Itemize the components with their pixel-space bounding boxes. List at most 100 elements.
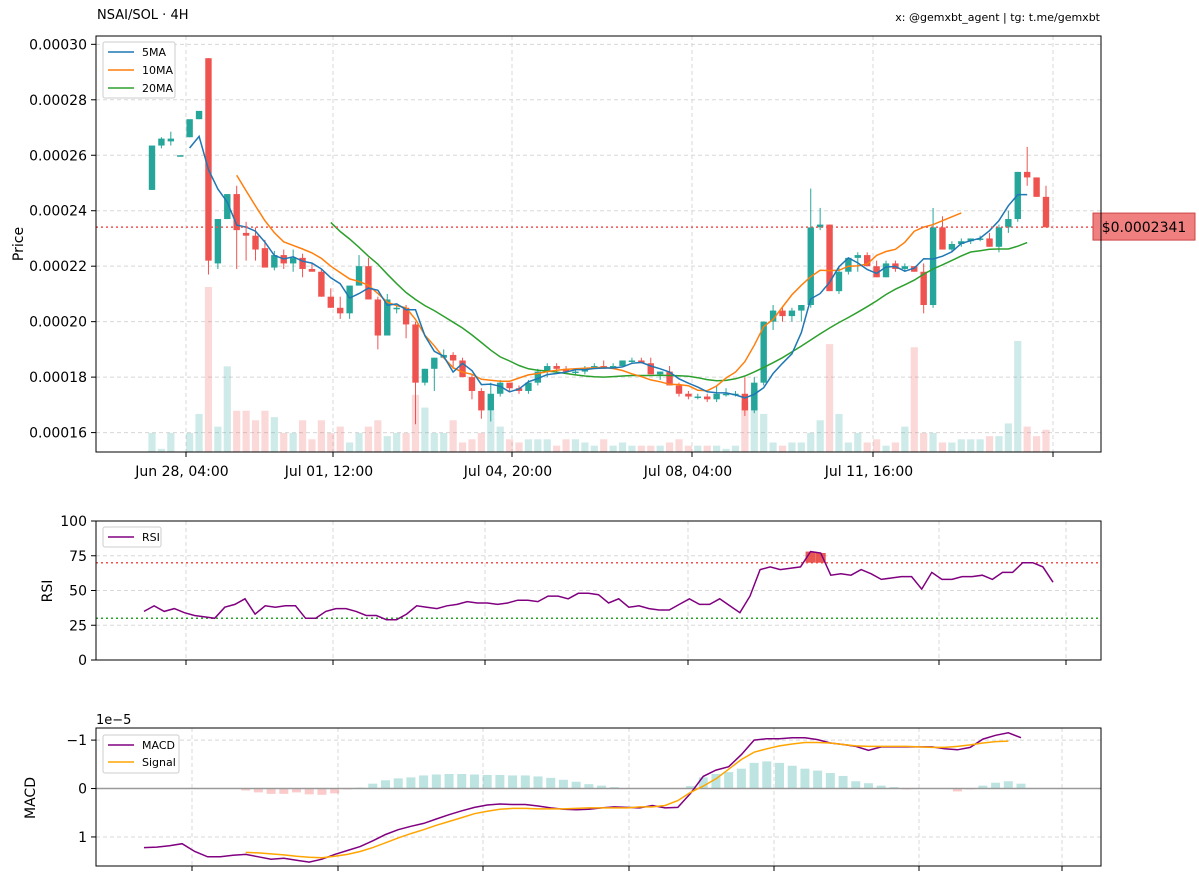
candle-body [468,377,476,391]
macd-histogram-bar [597,785,607,789]
macd-histogram-bar [279,788,289,794]
volume-bar [929,432,937,452]
volume-bar [336,426,344,452]
volume-bar [440,432,448,452]
candle-body [694,396,702,399]
candle-body [967,238,974,242]
candle-body [337,307,344,314]
price-xtick-label: Jul 01, 12:00 [284,464,373,480]
candle-body [177,155,184,157]
macd-histogram-bar [584,784,594,789]
candle-body [158,138,165,146]
volume-bar [167,432,175,452]
volume-bar [665,442,674,452]
candle-body [722,393,730,396]
macd-histogram-bar [876,785,886,789]
candle-body [167,138,175,142]
macd-histogram-bar [698,777,708,789]
candle-body [205,58,212,261]
volume-bar [891,442,900,452]
candle-body [242,232,250,236]
candle-body [788,310,796,317]
macd-line [143,732,1022,863]
volume-bar [731,445,740,452]
candle-body [525,382,532,391]
price-xtick-label: Jul 04, 20:00 [463,464,552,480]
volume-bar [534,439,542,452]
macd-histogram-bar [558,779,568,789]
candle-body [816,224,824,228]
volume-bar [948,442,956,452]
macd-histogram-bar [508,775,518,789]
volume-bar [910,347,918,452]
volume-bar [421,407,429,452]
candle-body [562,368,570,372]
candle-body [374,299,382,336]
volume-bar [430,432,438,452]
volume-bar [374,420,382,452]
legend-label: MACD [142,739,175,752]
macd-ylabel: MACD [23,777,39,819]
macd-histogram-bar [863,783,873,789]
macd-histogram-bar [533,776,543,789]
volume-bar [957,439,965,452]
rsi-overbought-fill [805,551,816,563]
volume-bar [251,420,260,452]
candle-body [901,266,909,269]
volume-bar [609,445,617,452]
candle-body [421,368,429,383]
candle-body [327,296,334,308]
candle-body [986,238,993,247]
last-price-label-box [1092,212,1196,241]
volume-bar [449,420,457,452]
volume-bar [242,410,250,452]
legend-label: 10MA [142,64,173,77]
volume-bar [618,442,627,452]
volume-bar [713,445,721,452]
candle-body [911,266,918,272]
volume-bar [873,439,881,452]
volume-bar [863,442,871,452]
volume-bar [458,442,467,452]
volume-bar [393,432,401,452]
candle-body [704,396,711,400]
rsi-ytick-label: 0 [78,653,87,669]
macd-histogram-bar [482,774,492,789]
candle-body [289,257,297,264]
candle-body [948,244,956,250]
macd-histogram-bar [393,778,403,789]
volume-bar [477,432,485,452]
macd-histogram-bar [317,788,327,795]
macd-ytick-label: 1 [78,830,87,846]
candle-body [402,307,410,325]
volume-bar [355,432,363,452]
candle-body [854,255,861,258]
macd-histogram-bar [762,761,772,789]
volume-bar [496,426,504,452]
candle-body [224,194,231,220]
price-ylabel: Price [11,227,27,261]
macd-histogram-bar [520,775,530,789]
volume-bar [769,442,777,452]
volume-bar [901,426,909,452]
volume-bar [976,439,984,452]
macd-histogram-bar [775,762,785,789]
macd-scale-label: 1e−5 [96,713,131,728]
macd-histogram-bar [800,768,810,789]
volume-bar [694,445,702,452]
candle-body [675,385,683,394]
price-legend [102,41,176,99]
macd-histogram-bar [952,788,962,792]
volume-bar [985,436,994,452]
candle-body [779,310,786,317]
rsi-ytick-label: 75 [69,549,87,565]
candle-body [1005,219,1012,228]
volume-bar [204,287,213,452]
macd-ytick-label: 0 [78,782,87,798]
candle-body [939,227,946,250]
volume-bar [995,436,1003,452]
candle-body [647,363,654,375]
macd-histogram-bar [266,788,276,794]
volume-bar [750,388,758,452]
volume-bar [647,445,655,452]
